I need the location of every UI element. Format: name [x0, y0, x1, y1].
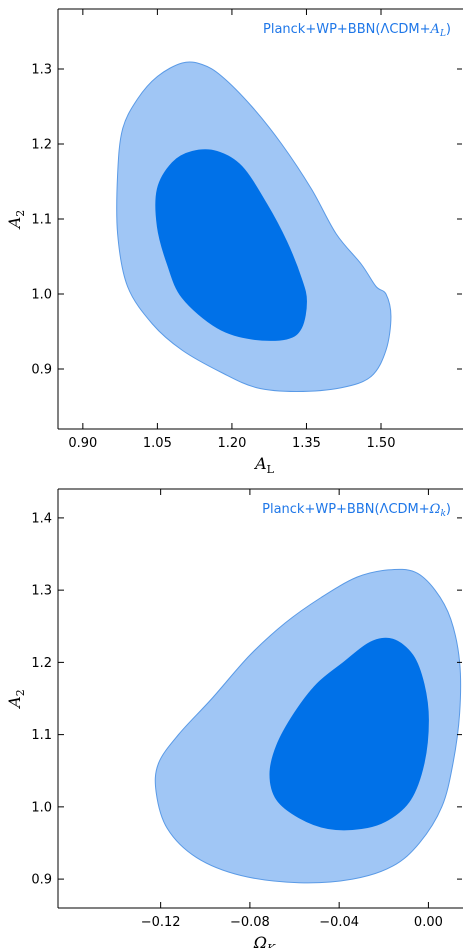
legend-label: Planck+WP+BBN(ΛCDM+Ωk): [262, 502, 451, 519]
x-axis-label: ΩK: [253, 933, 276, 948]
x-tick-label: −0.12: [141, 915, 181, 930]
x-tick-label: 0.00: [414, 915, 443, 930]
x-tick-label: −0.04: [319, 915, 359, 930]
y-axis-label: A2: [5, 689, 27, 710]
y-tick-label: 1.1: [31, 213, 52, 228]
y-axis-label: A2: [5, 210, 27, 231]
x-tick-label: 1.05: [143, 436, 172, 451]
y-tick-label: 1.3: [31, 584, 52, 599]
x-axis-label-symbol: Ω: [253, 933, 267, 948]
y-tick-label: 1.3: [31, 63, 52, 78]
y-tick-label: 1.2: [31, 138, 52, 153]
contours: [154, 568, 462, 884]
x-tick-label: −0.08: [230, 915, 270, 930]
legend-label: Planck+WP+BBN(ΛCDM+AL): [263, 22, 451, 39]
x-tick-label: 0.90: [68, 436, 97, 451]
x-tick-label: 1.50: [367, 436, 396, 451]
y-axis-label-subscript: 2: [14, 210, 27, 217]
y-axis-label-symbol: A: [5, 217, 24, 231]
legend-prefix: Planck+WP+BBN(ΛCDM+: [263, 22, 431, 37]
legend-subscript: k: [440, 509, 445, 519]
y-tick-label: 1.2: [31, 656, 52, 671]
legend-prefix: Planck+WP+BBN(ΛCDM+: [262, 502, 430, 517]
top-panel: 0.90 1.05 1.20 1.35 1.500.91.01.11.21.3ALA2P…: [5, 8, 463, 476]
contours: [116, 61, 392, 393]
x-tick-label: 1.20: [217, 436, 246, 451]
bottom-panel: −0.12−0.08−0.040.000.91.01.11.21.31.4ΩKA…: [5, 488, 463, 948]
x-tick-label: 1.35: [292, 436, 321, 451]
y-tick-label: 1.4: [31, 511, 52, 526]
y-axis-label-symbol: A: [5, 696, 24, 710]
legend-suffix: ): [446, 22, 451, 37]
y-tick-label: 0.9: [31, 363, 52, 378]
y-tick-label: 1.1: [31, 728, 52, 743]
legend-symbol: A: [430, 22, 440, 37]
x-axis-label: AL: [253, 454, 275, 476]
y-tick-label: 1.0: [31, 800, 52, 815]
x-axis-label-subscript: K: [266, 942, 276, 948]
legend-suffix: ): [446, 502, 451, 517]
y-tick-label: 1.0: [31, 288, 52, 303]
legend-symbol: Ω: [429, 502, 441, 517]
contour-68-region: [269, 637, 429, 831]
x-axis-label-symbol: A: [253, 454, 267, 473]
y-tick-label: 0.9: [31, 873, 52, 888]
y-axis-label-subscript: 2: [14, 689, 27, 696]
contour-68-region: [155, 149, 307, 341]
legend-subscript: L: [439, 29, 446, 39]
x-axis-label-subscript: L: [267, 463, 275, 476]
